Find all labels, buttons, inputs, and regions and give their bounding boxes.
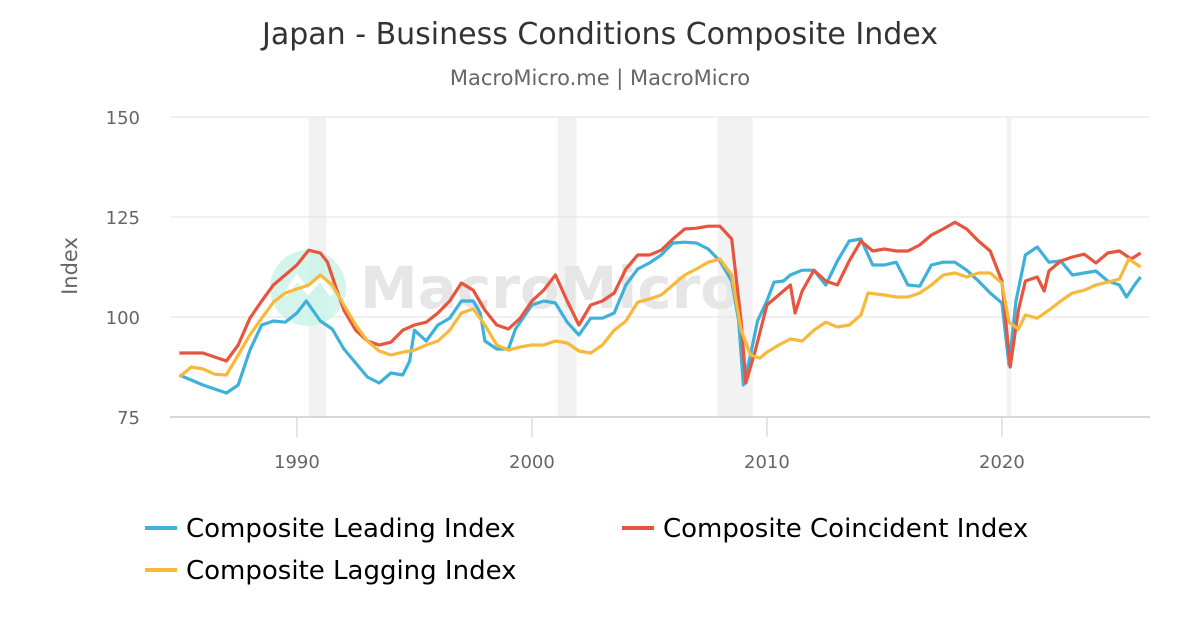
series-line-2 <box>179 220 1142 385</box>
y-axis-label: Index <box>58 237 82 295</box>
watermark-logo: MacroMicro <box>270 250 740 326</box>
watermark-text: MacroMicro <box>360 254 740 322</box>
legend-item[interactable]: Composite Coincident Index <box>663 514 1028 544</box>
x-tick-label: 1990 <box>274 452 320 473</box>
gridlines <box>170 116 1150 418</box>
x-tick-label: 2020 <box>979 452 1025 473</box>
series-line-3 <box>178 257 1142 379</box>
y-tick-label: 100 <box>106 308 140 329</box>
legend-item[interactable]: Composite Lagging Index <box>186 556 517 586</box>
chart-title: Japan - Business Conditions Composite In… <box>260 17 938 52</box>
y-tick-label: 150 <box>106 108 140 129</box>
legend: Composite Leading Index Composite Coincid… <box>145 514 1028 586</box>
series-lines <box>178 220 1142 395</box>
watermark-mark <box>282 273 335 297</box>
x-tick-label: 2010 <box>744 452 790 473</box>
y-axis: 75 100 125 150 <box>106 108 140 429</box>
y-tick-label: 125 <box>106 208 140 229</box>
y-tick-label: 75 <box>117 408 140 429</box>
x-tick-label: 2000 <box>509 452 555 473</box>
recession-band <box>1006 117 1012 417</box>
series-line-1 <box>178 237 1142 395</box>
x-axis: 1990 2000 2010 2020 <box>274 417 1025 473</box>
legend-item[interactable]: Composite Leading Index <box>186 514 516 544</box>
chart-subtitle: MacroMicro.me | MacroMicro <box>450 66 750 91</box>
